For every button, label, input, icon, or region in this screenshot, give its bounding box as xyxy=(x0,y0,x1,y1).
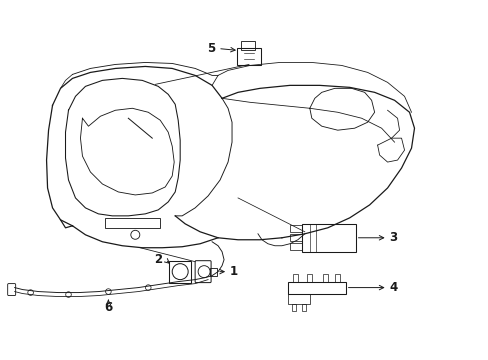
Text: 4: 4 xyxy=(389,281,397,294)
Text: 5: 5 xyxy=(206,42,215,55)
Text: 3: 3 xyxy=(389,231,397,244)
Text: 1: 1 xyxy=(229,265,238,278)
Text: 2: 2 xyxy=(154,253,162,266)
Text: 6: 6 xyxy=(104,301,112,314)
